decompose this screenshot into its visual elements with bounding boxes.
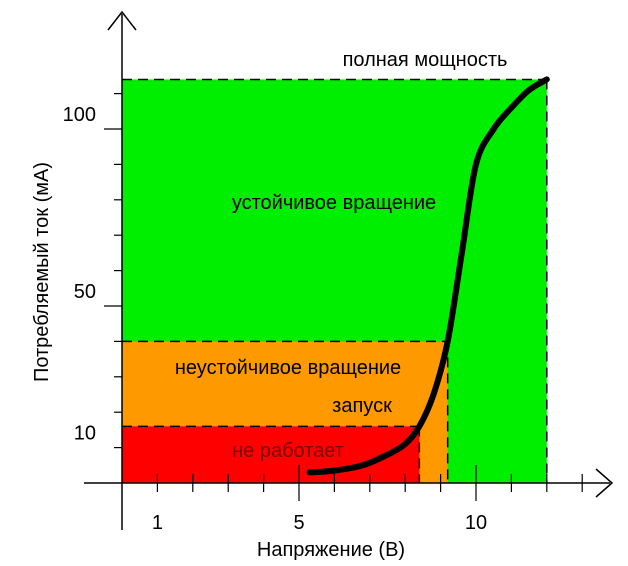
zones-layer bbox=[122, 79, 547, 483]
zone-labels-layer: не работает запуск неустойчивое вращение ус… bbox=[175, 192, 436, 462]
axes-layer bbox=[84, 10, 614, 530]
x-axis-arrow bbox=[595, 468, 614, 498]
x-tick-label: 5 bbox=[293, 512, 304, 534]
y-axis-label: Потребляемый ток (мА) bbox=[31, 162, 53, 382]
ticks-layer: 1 5 10 10 50 100 bbox=[63, 92, 583, 534]
y-axis-arrow bbox=[107, 10, 137, 31]
current-curve bbox=[306, 76, 550, 476]
x-axis-label: Напряжение (В) bbox=[257, 539, 405, 561]
y-tick-label: 10 bbox=[74, 423, 96, 445]
zone-label: запуск bbox=[332, 395, 392, 417]
zone-label: неустойчивое вращение bbox=[175, 357, 401, 379]
zone-rect bbox=[122, 426, 420, 483]
y-tick-label: 50 bbox=[74, 281, 96, 303]
x-tick-label: 1 bbox=[152, 512, 163, 534]
x-tick-label: 10 bbox=[465, 512, 487, 534]
zone-borders-layer bbox=[122, 78, 548, 483]
full-power-annotation: полная мощность bbox=[343, 49, 508, 71]
zone-label: не работает bbox=[232, 440, 344, 462]
y-tick-label: 100 bbox=[63, 104, 96, 126]
zone-label: устойчивое вращение bbox=[232, 192, 436, 214]
